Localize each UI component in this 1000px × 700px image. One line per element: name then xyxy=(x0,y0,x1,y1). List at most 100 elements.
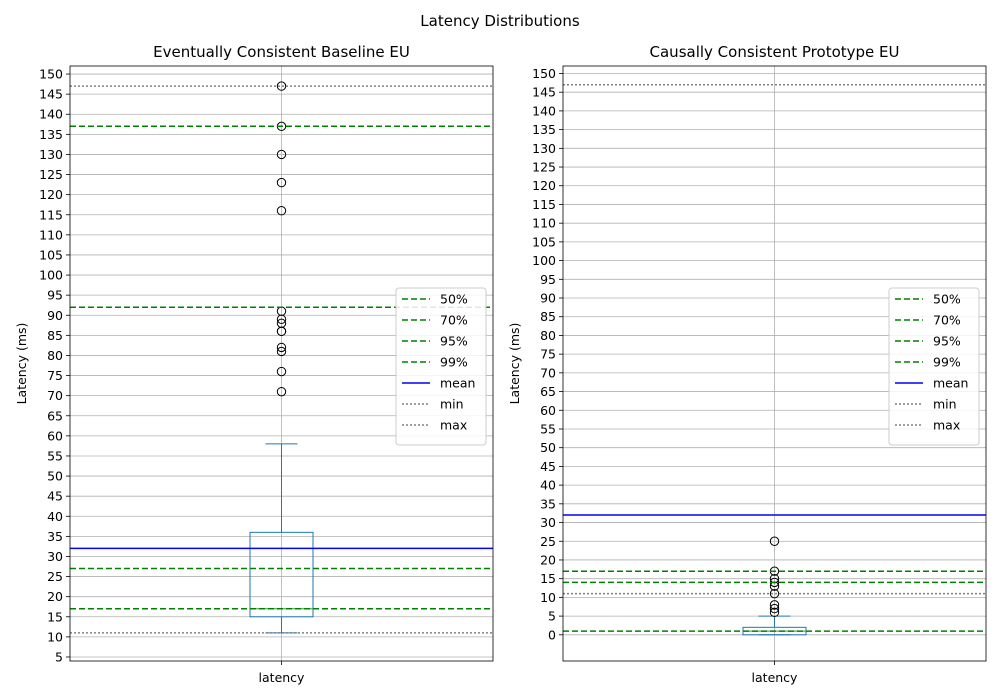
legend-label: max xyxy=(440,418,467,433)
y-tick-label: 10 xyxy=(47,629,63,644)
outlier-point xyxy=(769,588,780,599)
legend-label: max xyxy=(933,418,960,433)
y-tick-label: 150 xyxy=(39,67,63,82)
outlier-point xyxy=(276,206,287,216)
legend-label: 99% xyxy=(933,355,961,370)
y-tick-label: 10 xyxy=(540,590,556,605)
y-tick-label: 145 xyxy=(532,85,556,100)
y-tick-label: 5 xyxy=(55,649,63,664)
subplot-title: Causally Consistent Prototype EU xyxy=(650,43,900,61)
legend-label: 70% xyxy=(440,313,468,328)
y-tick-label: 45 xyxy=(47,489,63,504)
y-tick-label: 80 xyxy=(540,328,556,343)
y-tick-label: 115 xyxy=(39,207,63,222)
y-tick-label: 40 xyxy=(540,478,556,493)
x-tick-label: latency xyxy=(259,670,306,685)
y-tick-label: 20 xyxy=(540,552,556,567)
axes-frame xyxy=(562,65,987,662)
y-tick-label: 80 xyxy=(47,348,63,363)
y-tick-label: 20 xyxy=(47,589,63,604)
outlier-point xyxy=(276,342,287,353)
y-tick-label: 75 xyxy=(47,368,63,383)
y-tick-label: 30 xyxy=(47,549,63,564)
x-tick-label: latency xyxy=(752,670,799,685)
subplot-title: Eventually Consistent Baseline EU xyxy=(153,43,410,61)
y-tick-label: 105 xyxy=(532,234,556,249)
y-tick-label: 125 xyxy=(532,160,556,175)
y-tick-label: 50 xyxy=(47,469,63,484)
y-tick-label: 85 xyxy=(47,328,63,343)
y-tick-label: 120 xyxy=(532,178,556,193)
y-tick-label: 110 xyxy=(532,216,556,231)
outlier-point xyxy=(276,177,287,188)
y-tick-label: 115 xyxy=(532,197,556,212)
y-tick-label: 145 xyxy=(39,87,63,102)
y-tick-label: 45 xyxy=(540,459,556,474)
y-tick-label: 75 xyxy=(540,347,556,362)
y-tick-label: 135 xyxy=(39,127,63,142)
outlier-point xyxy=(276,366,287,377)
legend-box xyxy=(395,287,487,446)
y-axis-label: Latency (ms) xyxy=(507,323,522,405)
y-tick-label: 15 xyxy=(540,571,556,586)
outlier-point xyxy=(276,346,287,357)
y-tick-label: 90 xyxy=(540,291,556,306)
outlier-point xyxy=(769,603,780,614)
y-tick-label: 135 xyxy=(532,122,556,137)
y-tick-label: 90 xyxy=(47,308,63,323)
outlier-point xyxy=(769,600,780,610)
y-tick-label: 30 xyxy=(540,515,556,530)
iqr-box xyxy=(249,531,314,618)
y-tick-label: 15 xyxy=(47,609,63,624)
y-tick-label: 65 xyxy=(540,384,556,399)
y-axis-label: Latency (ms) xyxy=(14,323,29,405)
outlier-point xyxy=(769,607,780,618)
y-tick-label: 0 xyxy=(548,627,556,642)
y-tick-label: 120 xyxy=(39,187,63,202)
y-tick-label: 25 xyxy=(540,534,556,549)
y-tick-label: 140 xyxy=(39,107,63,122)
legend-label: mean xyxy=(933,376,968,391)
legend-label: 99% xyxy=(440,355,468,370)
y-tick-label: 150 xyxy=(532,66,556,81)
legend: 50% 70% 95% 99% mean min max xyxy=(888,287,980,446)
figure-suptitle: Latency Distributions xyxy=(420,12,580,30)
y-tick-label: 85 xyxy=(540,309,556,324)
y-tick-label: 95 xyxy=(47,288,63,303)
y-tick-label: 40 xyxy=(47,509,63,524)
legend-label: 50% xyxy=(440,292,468,307)
outlier-point xyxy=(769,536,780,546)
y-tick-label: 110 xyxy=(39,227,63,242)
y-tick-label: 70 xyxy=(540,365,556,380)
outlier-point xyxy=(276,81,287,91)
subplot-eventually-consistent: Eventually Consistent Baseline EU Latency… xyxy=(14,43,494,685)
y-tick-label: 35 xyxy=(47,529,63,544)
y-tick-label: 60 xyxy=(540,403,556,418)
y-tick-label: 100 xyxy=(532,253,556,268)
y-tick-label: 65 xyxy=(47,408,63,423)
legend-box xyxy=(888,287,980,446)
outlier-point xyxy=(276,386,287,397)
subplot-causally-consistent: Causally Consistent Prototype EU Latency … xyxy=(507,43,987,685)
y-tick-label: 70 xyxy=(47,388,63,403)
legend: 50% 70% 95% 99% mean min max xyxy=(395,287,487,446)
axes-frame xyxy=(69,65,494,662)
y-tick-label: 130 xyxy=(532,141,556,156)
y-tick-label: 105 xyxy=(39,247,63,262)
legend-label: mean xyxy=(440,376,475,391)
y-tick-label: 50 xyxy=(540,440,556,455)
y-tick-label: 5 xyxy=(548,609,556,624)
legend-label: 70% xyxy=(933,313,961,328)
y-tick-label: 60 xyxy=(47,428,63,443)
y-tick-label: 100 xyxy=(39,268,63,283)
y-tick-label: 95 xyxy=(540,272,556,287)
outlier-point xyxy=(276,149,287,160)
y-tick-label: 125 xyxy=(39,167,63,182)
y-tick-label: 55 xyxy=(47,448,63,463)
legend-label: 95% xyxy=(933,334,961,349)
y-tick-label: 130 xyxy=(39,147,63,162)
y-tick-label: 55 xyxy=(540,421,556,436)
outlier-point xyxy=(276,318,287,328)
y-tick-label: 140 xyxy=(532,103,556,118)
